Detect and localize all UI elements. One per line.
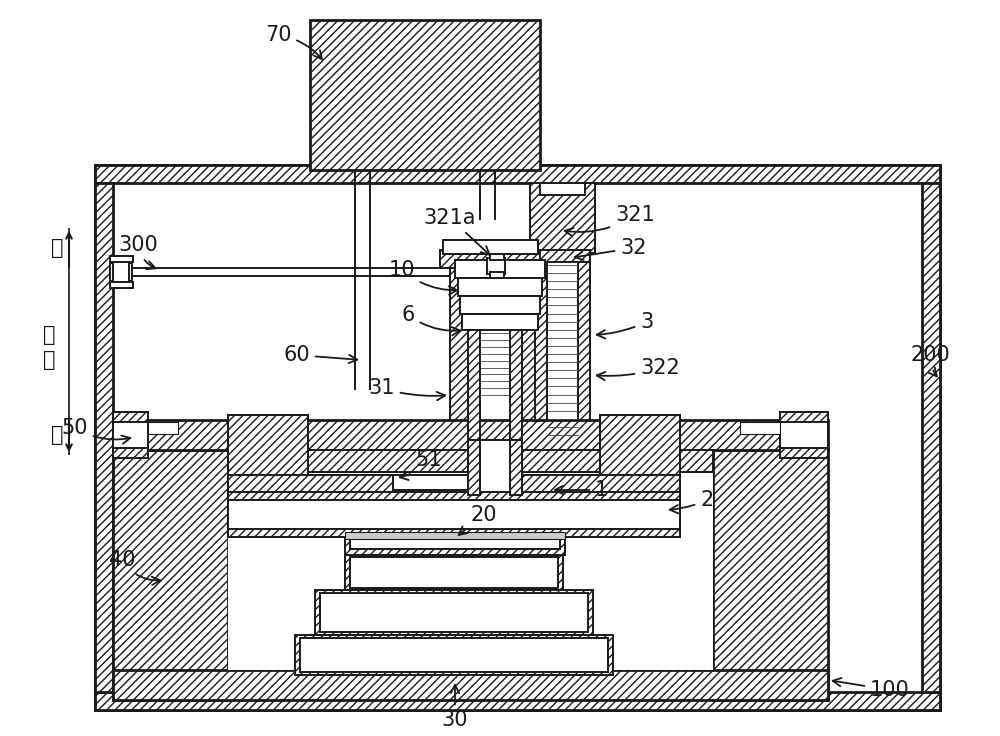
Text: 321a: 321a [424, 208, 489, 255]
Bar [468, 440, 522, 495]
Bar [510, 440, 522, 495]
Text: 下: 下 [51, 425, 63, 445]
Bar [228, 492, 680, 500]
Text: 上: 上 [51, 238, 63, 258]
Bar [113, 670, 828, 700]
Bar [713, 450, 828, 700]
Bar [95, 183, 113, 692]
Bar [535, 250, 590, 262]
Bar [522, 260, 540, 440]
Bar [228, 415, 308, 480]
Bar [440, 250, 540, 268]
Text: 10: 10 [388, 260, 457, 294]
Bar [228, 475, 393, 493]
Bar [110, 256, 133, 262]
Text: 1: 1 [555, 480, 608, 500]
Bar [95, 692, 940, 710]
Text: 321: 321 [565, 205, 655, 236]
Bar [228, 472, 713, 670]
Text: 51: 51 [400, 450, 442, 480]
Text: 向: 向 [43, 350, 55, 370]
Bar [515, 475, 680, 493]
Bar [462, 314, 538, 330]
Text: 2: 2 [670, 490, 713, 514]
Bar [780, 448, 828, 458]
Bar [578, 260, 590, 440]
Bar [922, 183, 940, 692]
Bar [148, 422, 178, 434]
Bar [600, 415, 680, 480]
Bar [468, 330, 480, 440]
Bar [540, 183, 585, 195]
Bar [295, 635, 613, 675]
Bar [530, 183, 595, 253]
Bar [443, 240, 538, 254]
Bar [113, 420, 828, 450]
Bar [95, 165, 940, 710]
Bar [110, 263, 132, 281]
Text: 31: 31 [368, 378, 445, 400]
Bar [113, 412, 148, 458]
Text: 322: 322 [597, 358, 680, 381]
Bar [468, 440, 480, 495]
Text: 100: 100 [833, 678, 910, 700]
Bar [535, 260, 547, 440]
Bar [228, 450, 713, 472]
Bar [350, 537, 560, 549]
Bar [490, 272, 504, 278]
Text: 300: 300 [118, 235, 158, 269]
Text: 3: 3 [597, 312, 653, 339]
Bar [740, 422, 780, 434]
Bar [510, 330, 522, 440]
Bar [780, 412, 828, 458]
Text: 32: 32 [575, 238, 646, 260]
Bar [490, 254, 504, 260]
Text: 50: 50 [62, 418, 130, 444]
Bar [300, 638, 608, 672]
Bar [487, 258, 505, 274]
Bar [113, 450, 228, 700]
Bar [228, 529, 680, 537]
Bar [350, 557, 558, 588]
Text: 40: 40 [108, 550, 160, 585]
Bar [95, 165, 940, 183]
Bar [310, 20, 540, 170]
Text: 6: 6 [402, 305, 460, 336]
Bar [535, 260, 590, 440]
Bar [110, 282, 133, 288]
Bar [345, 555, 563, 590]
Text: 200: 200 [910, 345, 950, 376]
Bar [228, 415, 308, 480]
Bar [228, 450, 713, 472]
Bar [455, 260, 545, 278]
Bar [113, 448, 148, 458]
Text: 30: 30 [442, 684, 468, 730]
Bar [113, 259, 129, 285]
Bar [780, 412, 828, 422]
Bar [450, 260, 468, 440]
Bar [468, 260, 522, 435]
Bar [113, 412, 148, 422]
Text: 轴: 轴 [43, 325, 55, 345]
Bar [460, 296, 540, 314]
Bar [600, 415, 680, 480]
Bar [458, 278, 542, 296]
Bar [228, 475, 680, 490]
Bar [315, 590, 593, 635]
Text: 20: 20 [459, 505, 496, 535]
Bar [345, 537, 565, 555]
Bar [345, 532, 565, 539]
Bar [228, 492, 680, 537]
Text: 60: 60 [283, 345, 357, 365]
Bar [320, 593, 588, 632]
Text: 70: 70 [265, 25, 322, 60]
